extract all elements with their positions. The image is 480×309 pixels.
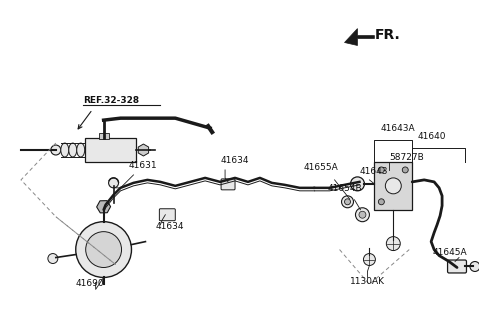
Circle shape <box>76 222 132 277</box>
Text: 58727B: 58727B <box>389 153 424 162</box>
Bar <box>374 162 412 210</box>
Text: 41643: 41643 <box>360 167 388 176</box>
Text: 41690: 41690 <box>76 279 104 288</box>
Circle shape <box>363 254 375 265</box>
Text: 41654B: 41654B <box>328 184 362 193</box>
Circle shape <box>350 177 364 191</box>
Circle shape <box>378 199 384 205</box>
Text: 41634: 41634 <box>220 156 249 165</box>
Circle shape <box>356 208 370 222</box>
Circle shape <box>108 178 119 188</box>
FancyBboxPatch shape <box>159 209 175 221</box>
Circle shape <box>86 232 121 268</box>
Text: 41640: 41640 <box>417 132 446 141</box>
FancyBboxPatch shape <box>221 179 235 190</box>
Text: 41634: 41634 <box>156 222 184 231</box>
Text: 41645A: 41645A <box>432 248 467 256</box>
Circle shape <box>342 196 353 208</box>
Text: 1130AK: 1130AK <box>349 277 384 286</box>
Circle shape <box>402 167 408 173</box>
Circle shape <box>51 145 61 155</box>
Circle shape <box>378 167 384 173</box>
Ellipse shape <box>69 143 77 157</box>
Circle shape <box>359 211 366 218</box>
Circle shape <box>48 254 58 264</box>
Text: 41643A: 41643A <box>380 124 415 133</box>
Circle shape <box>385 178 401 194</box>
Circle shape <box>386 237 400 251</box>
Circle shape <box>470 261 480 272</box>
Polygon shape <box>345 28 374 45</box>
Ellipse shape <box>77 143 84 157</box>
FancyBboxPatch shape <box>447 260 467 273</box>
Ellipse shape <box>61 143 69 157</box>
Bar <box>98 133 108 139</box>
Text: 41655A: 41655A <box>304 163 338 172</box>
Text: REF.32-328: REF.32-328 <box>83 96 139 105</box>
Circle shape <box>345 199 350 205</box>
Text: 41631: 41631 <box>129 161 157 170</box>
Text: FR.: FR. <box>374 28 400 42</box>
Bar <box>84 138 136 162</box>
